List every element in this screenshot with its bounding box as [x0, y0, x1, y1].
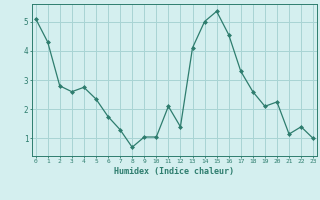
- X-axis label: Humidex (Indice chaleur): Humidex (Indice chaleur): [115, 167, 234, 176]
